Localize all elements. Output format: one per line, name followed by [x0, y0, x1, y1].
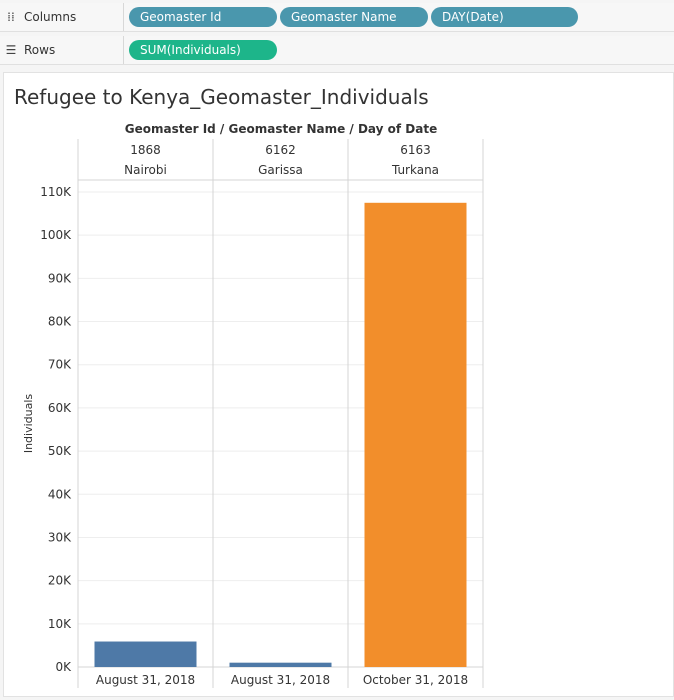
y-tick-label: 70K	[48, 358, 72, 372]
y-tick-label: 30K	[48, 530, 72, 544]
x-date-label: October 31, 2018	[363, 673, 468, 687]
y-tick-label: 0K	[55, 660, 72, 674]
columns-shelf-label: ⁞⁞ Columns	[4, 3, 124, 31]
columns-label-text: Columns	[24, 10, 77, 24]
header-geomaster-name: Turkana	[391, 163, 439, 177]
y-tick-label: 90K	[48, 271, 72, 285]
bar-garissa	[229, 662, 332, 667]
header-geomaster-id: 1868	[130, 143, 161, 157]
rows-label-text: Rows	[24, 43, 56, 57]
y-tick-label: 100K	[40, 228, 72, 242]
pill-sum-individuals[interactable]: SUM(Individuals)	[129, 40, 277, 60]
sheet-title: Refugee to Kenya_Geomaster_Individuals	[14, 85, 429, 109]
column-header-title: Geomaster Id / Geomaster Name / Day of D…	[124, 122, 438, 136]
y-tick-label: 110K	[40, 185, 72, 199]
pill-geomaster-id[interactable]: Geomaster Id	[129, 7, 277, 27]
pill-day-date[interactable]: DAY(Date)	[431, 7, 578, 27]
columns-shelf: ⁞⁞ Columns Geomaster Id Geomaster Name D…	[0, 3, 674, 32]
y-tick-label: 20K	[48, 574, 72, 588]
y-tick-label: 50K	[48, 444, 72, 458]
bar-nairobi	[94, 641, 197, 667]
y-tick-label: 10K	[48, 617, 72, 631]
x-date-label: August 31, 2018	[96, 673, 195, 687]
y-tick-label: 60K	[48, 401, 72, 415]
header-geomaster-name: Garissa	[258, 163, 303, 177]
header-geomaster-id: 6162	[265, 143, 296, 157]
x-date-label: August 31, 2018	[231, 673, 330, 687]
viz-pane: Refugee to Kenya_Geomaster_Individuals	[3, 72, 674, 697]
bar-turkana	[364, 202, 467, 667]
y-tick-label: 40K	[48, 487, 72, 501]
columns-icon: ⁞⁞	[7, 10, 15, 24]
header-geomaster-name: Nairobi	[124, 163, 167, 177]
y-tick-label: 80K	[48, 315, 72, 329]
pill-geomaster-name[interactable]: Geomaster Name	[280, 7, 428, 27]
rows-shelf: ☰ Rows SUM(Individuals)	[0, 36, 674, 65]
rows-shelf-label: ☰ Rows	[4, 36, 124, 64]
rows-icon: ☰	[5, 43, 17, 57]
header-geomaster-id: 6163	[400, 143, 431, 157]
y-axis-title: Individuals	[22, 394, 35, 454]
